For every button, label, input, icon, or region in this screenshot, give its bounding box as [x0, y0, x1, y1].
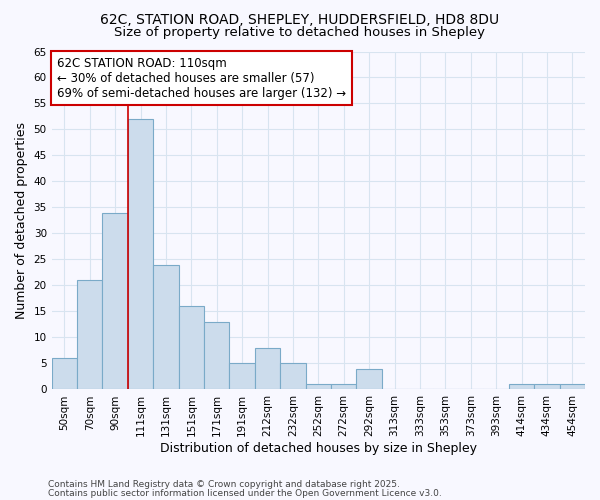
Y-axis label: Number of detached properties: Number of detached properties: [15, 122, 28, 319]
Bar: [103, 212, 128, 390]
Bar: [153, 264, 179, 390]
Bar: [128, 119, 153, 390]
Text: 62C STATION ROAD: 110sqm
← 30% of detached houses are smaller (57)
69% of semi-d: 62C STATION ROAD: 110sqm ← 30% of detach…: [57, 56, 346, 100]
Bar: [534, 384, 560, 390]
Bar: [52, 358, 77, 390]
Bar: [280, 364, 305, 390]
Text: Size of property relative to detached houses in Shepley: Size of property relative to detached ho…: [115, 26, 485, 39]
Bar: [77, 280, 103, 390]
Bar: [356, 368, 382, 390]
Text: Contains HM Land Registry data © Crown copyright and database right 2025.: Contains HM Land Registry data © Crown c…: [48, 480, 400, 489]
Bar: [255, 348, 280, 390]
Text: 62C, STATION ROAD, SHEPLEY, HUDDERSFIELD, HD8 8DU: 62C, STATION ROAD, SHEPLEY, HUDDERSFIELD…: [100, 12, 500, 26]
Bar: [204, 322, 229, 390]
Bar: [331, 384, 356, 390]
Bar: [305, 384, 331, 390]
Text: Contains public sector information licensed under the Open Government Licence v3: Contains public sector information licen…: [48, 489, 442, 498]
Bar: [509, 384, 534, 390]
Bar: [229, 364, 255, 390]
X-axis label: Distribution of detached houses by size in Shepley: Distribution of detached houses by size …: [160, 442, 477, 455]
Bar: [560, 384, 585, 390]
Bar: [179, 306, 204, 390]
